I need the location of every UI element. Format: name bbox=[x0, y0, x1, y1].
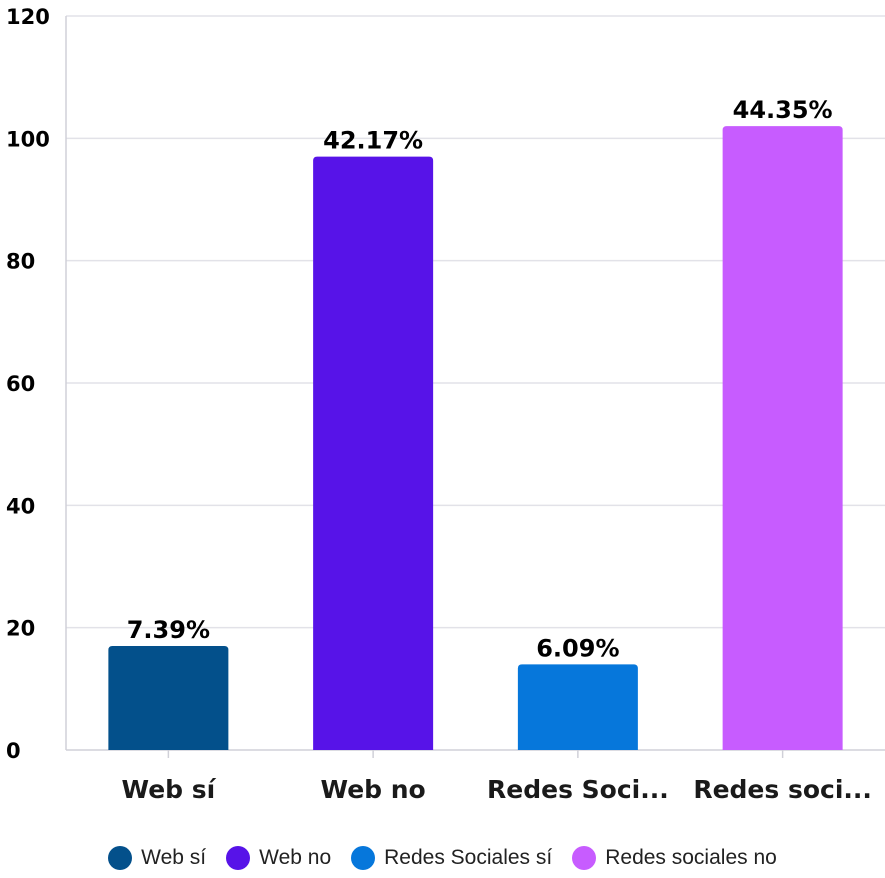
y-tick-label: 20 bbox=[6, 617, 35, 641]
y-tick-label: 80 bbox=[6, 250, 35, 274]
legend-label: Redes Sociales sí bbox=[384, 846, 553, 869]
legend-label: Web no bbox=[259, 846, 332, 869]
data-label: 44.35% bbox=[733, 96, 833, 124]
y-axis-ticks: 0 20 40 60 80 100 120 bbox=[6, 5, 50, 763]
y-tick-label: 40 bbox=[6, 494, 35, 518]
data-label: 6.09% bbox=[536, 634, 619, 662]
x-tick-label: Web no bbox=[321, 775, 426, 804]
y-tick-label: 60 bbox=[6, 372, 35, 396]
x-tick-label: Redes soci... bbox=[693, 775, 872, 804]
legend-item-web-si[interactable]: Web sí bbox=[108, 846, 206, 870]
legend-label: Web sí bbox=[141, 846, 207, 869]
x-tick-label: Redes Soci... bbox=[487, 775, 669, 804]
legend-label: Redes sociales no bbox=[605, 846, 777, 869]
gridlines bbox=[65, 15, 885, 751]
bar[interactable] bbox=[313, 156, 434, 750]
bar[interactable] bbox=[517, 664, 638, 750]
y-tick-label: 120 bbox=[6, 5, 50, 29]
bar[interactable] bbox=[722, 126, 843, 751]
legend-swatch-icon bbox=[351, 846, 376, 870]
data-label: 42.17% bbox=[323, 127, 423, 155]
legend-item-redes-sociales-si[interactable]: Redes Sociales sí bbox=[351, 846, 552, 870]
bars bbox=[108, 126, 843, 758]
legend-swatch-icon bbox=[108, 846, 133, 870]
legend-swatch-icon bbox=[226, 846, 251, 870]
y-tick-label: 0 bbox=[6, 739, 21, 763]
legend-swatch-icon bbox=[572, 846, 597, 870]
x-tick-label: Web sí bbox=[122, 775, 217, 804]
bar-chart: 0 20 40 60 80 100 120 7.39% 42.17% 6.09% 44.35% W… bbox=[6, 5, 885, 804]
y-tick-label: 100 bbox=[6, 127, 50, 151]
legend: Web sí Web no Redes Sociales sí Redes so… bbox=[0, 846, 885, 870]
bar[interactable] bbox=[108, 646, 229, 750]
legend-item-redes-sociales-no[interactable]: Redes sociales no bbox=[572, 846, 777, 870]
data-labels: 7.39% 42.17% 6.09% 44.35% bbox=[127, 96, 833, 662]
legend-item-web-no[interactable]: Web no bbox=[226, 846, 331, 870]
x-axis-ticks: Web sí Web no Redes Soci... Redes soci... bbox=[122, 775, 872, 804]
data-label: 7.39% bbox=[127, 616, 210, 644]
